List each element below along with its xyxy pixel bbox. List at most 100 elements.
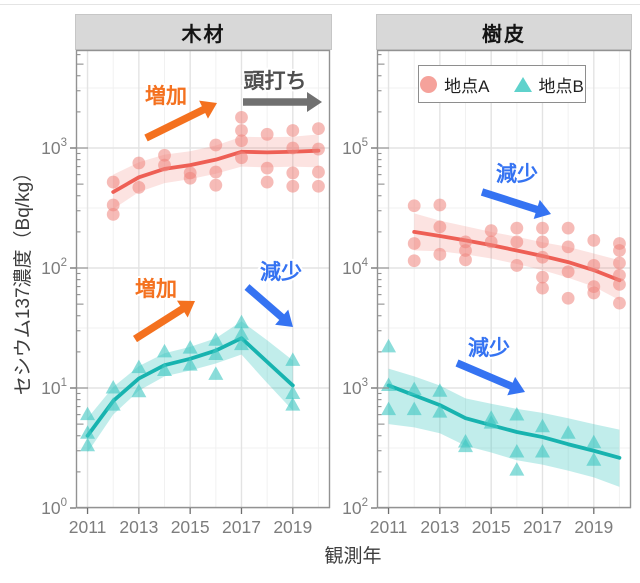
data-point [208,346,224,361]
data-point [484,235,498,249]
annotation-text: 減少 [260,260,302,284]
data-point [433,247,447,261]
data-point [613,268,626,282]
data-point [182,340,198,354]
data-point [235,124,248,137]
legend-label-site-a: 地点A [444,76,490,96]
legend-item-site-a: 地点A [420,72,490,97]
data-point [105,397,121,411]
data-point [286,179,300,193]
y-tick-label: 102 [41,257,67,278]
data-point [613,244,626,257]
confidence-ribbon [87,321,293,453]
facet-strip-bark: 樹皮 [376,14,632,50]
x-tick-label: 2019 [273,517,312,537]
data-point [406,381,422,396]
x-tick-label: 2013 [119,517,158,537]
data-point [381,338,397,353]
y-tick-label: 105 [342,137,368,158]
y-tick-label: 103 [41,137,67,158]
data-point [432,383,448,397]
data-point [285,352,301,366]
y-tick-label: 103 [342,377,368,398]
x-tick-label: 2017 [523,517,562,537]
data-point [536,270,549,284]
y-tick-label: 101 [41,377,67,398]
data-point [286,141,300,155]
data-point [157,362,173,376]
annotation-arrow-shaft [144,105,207,142]
annotation-text: 頭打ち [244,70,307,93]
data-point [560,425,576,439]
data-point [235,134,248,148]
data-point [235,151,248,165]
data-point [312,122,325,136]
site-b-triangle-marker-icon [513,76,532,92]
x-tick-label: 2019 [574,517,613,537]
legend-label-site-b: 地点B [538,76,584,96]
y-tick-label: 104 [342,257,368,278]
data-point [407,254,421,268]
annotation-text: 増加 [145,84,187,108]
data-point [208,332,224,346]
trend-line [111,148,321,194]
data-point [509,443,525,458]
confidence-ribbon [414,213,620,301]
annotation-arrow-shaft [132,304,187,343]
x-axis-title: 観測年 [324,546,382,567]
data-point [233,336,249,351]
data-point [209,165,223,179]
data-point [433,198,447,212]
annotation-arrow-head [275,309,293,327]
data-point [183,171,197,185]
annotation-arrow-shaft [455,359,515,391]
data-point [536,281,549,295]
data-point [132,156,146,170]
data-point [158,148,171,162]
data-point [587,259,601,272]
facet-title-wood: 木材 [181,23,226,46]
data-point [587,286,601,300]
data-point [484,224,498,237]
data-point [536,250,549,264]
data-point [131,383,147,398]
annotation-arrow-head [533,199,551,219]
data-point [209,138,223,152]
plot-panel-wood: 2011 2013 2015 2017 2019100101102103増加頭打ち増加減… [41,49,331,537]
data-point [260,175,274,189]
data-point [510,221,524,235]
data-point [613,256,626,270]
data-point [312,165,325,179]
x-tick-label: 2017 [222,517,261,537]
x-tick-label: 2011 [69,517,107,537]
data-point [80,437,96,452]
annotation-arrow-head [176,300,195,318]
data-point [312,142,325,156]
data-point [260,161,274,175]
data-point [233,326,249,340]
data-point [260,127,274,141]
data-point [106,198,120,212]
data-point [586,452,602,466]
data-point [458,438,474,453]
trend-line [386,383,622,460]
data-point [131,359,147,374]
facet-strip-wood: 木材 [75,14,332,50]
data-point [285,397,301,411]
y-tick-label: 100 [41,497,67,518]
data-point [158,158,171,172]
data-point [613,296,626,310]
data-point [534,443,550,458]
data-point [406,401,422,416]
data-point [407,199,421,213]
annotation-arrow-head [507,376,525,396]
data-point [235,110,248,124]
data-point [587,233,601,247]
data-point [536,221,549,235]
annotation-arrow-head [199,100,217,119]
data-point [106,175,120,189]
annotation-arrow-shaft [480,188,540,214]
data-point [208,366,224,380]
data-point [510,235,524,249]
